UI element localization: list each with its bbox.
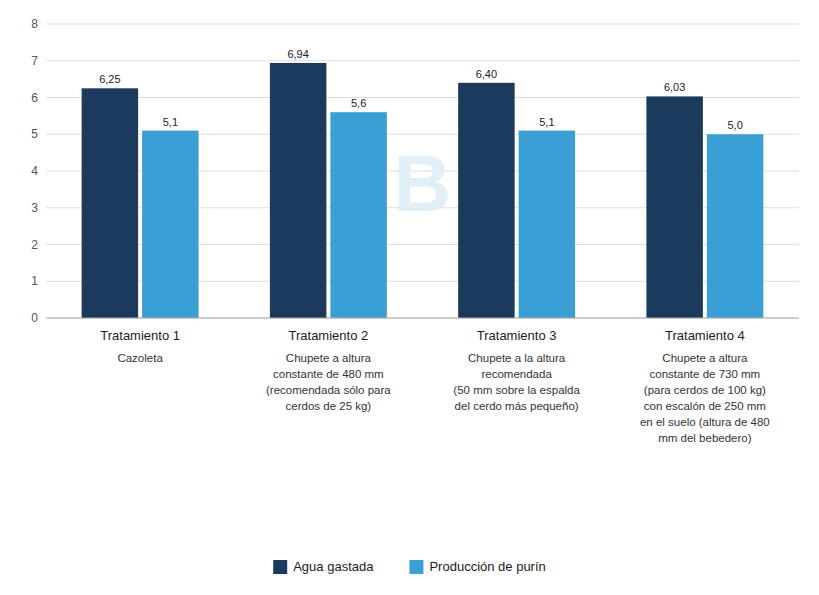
bars [82,63,764,318]
category-subtitle: Cazoleta [117,352,163,364]
data-label: 5,0 [727,119,742,131]
y-tick-label: 8 [31,17,38,31]
bar [142,131,198,318]
grid-line [46,60,799,61]
legend-swatch [409,560,423,574]
grid-line [46,318,799,319]
y-tick-label: 7 [31,54,38,68]
data-label: 6,40 [476,68,497,80]
x-tick-label: Tratamiento 1 [100,328,180,343]
y-tick-label: 3 [31,201,38,215]
bar [519,131,575,318]
legend-label: Agua gastada [293,559,374,574]
data-label: 6,03 [664,81,685,93]
data-label: 5,6 [351,97,366,109]
bar [707,134,763,318]
category-subtitle: Chupete a alturaconstante de 730 mm(para… [640,352,770,444]
legend: Agua gastada Producción de purín [273,559,546,574]
bar [270,63,326,318]
data-labels: 6,25 6,94 6,40 6,03 5,1 5,6 5,1 5,0 [99,48,743,131]
x-axis-line [46,318,799,319]
x-tick-label: Tratamiento 4 [665,328,745,343]
bar [330,112,386,318]
y-tick-label: 1 [31,274,38,288]
y-tick-label: 2 [31,238,38,252]
bar [458,83,514,318]
y-tick-label: 4 [31,164,38,178]
data-label: 6,94 [287,48,308,60]
x-axis: Tratamiento 1 Cazoleta Tratamiento 2 Chupet… [100,328,770,444]
bar [82,88,138,318]
category-subtitle: Chupete a la alturarecomendada(50 mm sob… [453,352,580,412]
category-subtitle: Chupete a alturaconstante de 480 mm(reco… [266,352,391,412]
grid-line [46,24,799,25]
y-tick-label: 0 [31,311,38,325]
legend-item: Producción de purín [409,559,545,574]
bar [646,96,702,318]
x-tick-label: Tratamiento 3 [477,328,557,343]
chart: 0 1 2 3 4 5 6 7 8 B 6,25 6,94 6,40 6,03 5,1 5,6 5,1 5,0 Tr… [0,0,819,595]
legend-label: Producción de purín [429,559,545,574]
data-label: 6,25 [99,73,120,85]
y-tick-label: 5 [31,127,38,141]
data-label: 5,1 [539,116,554,128]
legend-swatch [273,560,287,574]
watermark: B [394,139,452,228]
legend-item: Agua gastada [273,559,374,574]
data-label: 5,1 [163,116,178,128]
y-tick-label: 6 [31,91,38,105]
y-axis: 0 1 2 3 4 5 6 7 8 [31,17,799,325]
x-tick-label: Tratamiento 2 [289,328,369,343]
